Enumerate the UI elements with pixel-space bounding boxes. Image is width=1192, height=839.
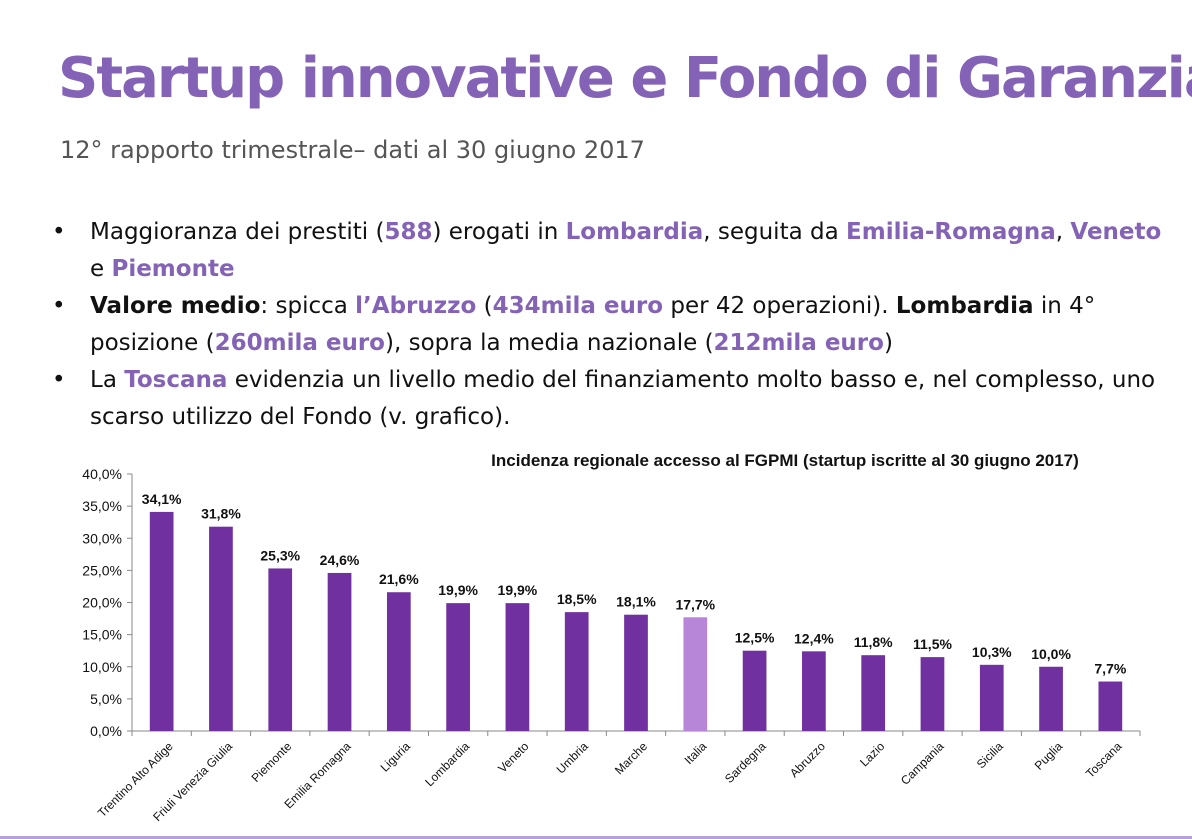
bar-piemonte [268, 568, 293, 731]
bullet-text-span: Lombardia [565, 219, 704, 245]
x-tick-label: Veneto [495, 739, 532, 776]
x-tick-label: Lombardia [422, 739, 472, 789]
bullet-list: • Maggioranza dei prestiti (588) erogati … [52, 214, 1172, 436]
data-label: 10,0% [1031, 646, 1071, 662]
bullet-text-span: evidenzia un livello medio del finanziam… [90, 367, 1156, 430]
bullet-text-span: ( [476, 293, 493, 319]
y-tick-label: 40,0% [82, 466, 122, 482]
bullet-text-span: e [90, 256, 112, 282]
bar-lazio [861, 655, 886, 731]
bar-sardegna [742, 650, 767, 731]
bullet-text-span: 588 [384, 219, 433, 245]
bullet-dot: • [52, 219, 66, 245]
bullet-item: • La Toscana evidenzia un livello medio d… [52, 362, 1172, 436]
slide-subtitle: 12° rapporto trimestrale– dati al 30 giu… [60, 136, 645, 164]
data-label: 12,5% [735, 630, 775, 646]
bullet-text-span: 260mila euro [214, 330, 385, 356]
y-tick-label: 5,0% [90, 691, 122, 707]
bar-veneto [505, 603, 530, 731]
bullet-text: La Toscana evidenzia un livello medio de… [90, 367, 1155, 430]
footer-divider [0, 836, 1192, 839]
x-tick-label: Sardegna [722, 739, 769, 786]
bullet-text-span: Veneto [1070, 219, 1162, 245]
data-label: 12,4% [794, 630, 834, 646]
bullet-text-span: ), sopra la media nazionale ( [384, 330, 714, 356]
bar-chart: Incidenza regionale accesso al FGPMI (st… [82, 451, 1141, 824]
bullet-text-span: Valore medio [90, 293, 261, 319]
bullet-text-span: Toscana [124, 367, 228, 393]
data-label: 18,5% [557, 591, 597, 607]
y-tick-label: 30,0% [82, 530, 122, 546]
y-tick-label: 25,0% [82, 562, 122, 578]
bullet-text-span: : spicca [260, 293, 356, 319]
x-tick-label: Toscana [1083, 739, 1125, 781]
bullet-text-span: Emilia-Romagna [846, 219, 1056, 245]
bullet-text-span: 434mila euro [492, 293, 664, 319]
data-label: 31,8% [201, 506, 241, 522]
bullet-text-span: Lombardia [895, 293, 1034, 319]
bar-toscana [1098, 681, 1123, 731]
y-tick-label: 0,0% [90, 723, 122, 739]
bullet-item: • Valore medio: spicca l’Abruzzo (434mila… [52, 288, 1172, 362]
data-label: 24,6% [320, 552, 360, 568]
x-tick-label: Sicilia [974, 739, 1006, 771]
bar-umbria [564, 612, 589, 731]
bar-italia [683, 617, 708, 731]
data-label: 34,1% [142, 491, 182, 507]
bullet-text-span: ) erogati in [432, 219, 566, 245]
x-tick-label: Umbria [554, 739, 591, 776]
bullet-text-span: , seguita da [703, 219, 847, 245]
bullet-dot: • [52, 293, 66, 319]
bullet-text-span: 212mila euro [713, 330, 884, 356]
bar-friuli-venezia-giulia [209, 526, 233, 731]
bar-marche [624, 614, 648, 731]
data-label: 25,3% [260, 547, 300, 563]
bar-trentino-alto-adige [149, 511, 174, 731]
bullet-text: Valore medio: spicca l’Abruzzo (434mila … [90, 293, 1095, 356]
bar-emilia-romagna [327, 572, 352, 731]
bar-sicilia [979, 664, 1004, 731]
bullet-text-span: La [90, 367, 125, 393]
bar-liguria [386, 592, 411, 731]
x-tick-label: Italia [682, 739, 710, 767]
x-tick-label: Abruzzo [787, 739, 828, 780]
data-label: 17,7% [675, 596, 715, 612]
chart-title: Incidenza regionale accesso al FGPMI (st… [491, 451, 1079, 470]
x-tick-label: Marche [612, 739, 650, 777]
data-label: 10,3% [972, 644, 1012, 660]
bullet-text-span: , [1055, 219, 1071, 245]
bullet-dot: • [52, 367, 66, 393]
bar-abruzzo [802, 651, 826, 731]
y-tick-label: 35,0% [82, 498, 122, 514]
data-label: 21,6% [379, 571, 419, 587]
x-tick-label: Piemonte [249, 739, 295, 785]
data-label: 11,5% [913, 636, 952, 652]
x-tick-label: Liguria [378, 739, 414, 775]
bullet-text-span: ) [883, 330, 893, 356]
y-tick-label: 15,0% [82, 627, 122, 643]
chart-container: Incidenza regionale accesso al FGPMI (st… [0, 440, 1192, 839]
bullet-text-span: l’Abruzzo [355, 293, 477, 319]
bar-lombardia [446, 603, 470, 731]
bullet-text-span: in 4° posizione ( [90, 293, 1096, 356]
y-tick-label: 20,0% [82, 595, 122, 611]
bullet-text-span: per 42 operazioni). [663, 293, 896, 319]
data-label: 11,8% [854, 634, 893, 650]
x-tick-label: Lazio [857, 739, 887, 769]
x-tick-label: Puglia [1032, 739, 1066, 773]
bar-campania [920, 657, 945, 731]
slide-title: Startup innovative e Fondo di Garanzia [58, 46, 1192, 111]
bar-puglia [1039, 666, 1063, 731]
bullet-item: • Maggioranza dei prestiti (588) erogati … [52, 214, 1172, 288]
data-label: 19,9% [498, 582, 538, 598]
bullet-text: Maggioranza dei prestiti (588) erogati i… [90, 219, 1161, 282]
x-tick-label: Campania [898, 739, 947, 788]
data-label: 7,7% [1094, 661, 1126, 677]
y-tick-label: 10,0% [82, 659, 122, 675]
data-label: 19,9% [438, 582, 478, 598]
bullet-text-span: Piemonte [111, 256, 235, 282]
data-label: 18,1% [616, 594, 656, 610]
bullet-text-span: Maggioranza dei prestiti ( [90, 219, 385, 245]
